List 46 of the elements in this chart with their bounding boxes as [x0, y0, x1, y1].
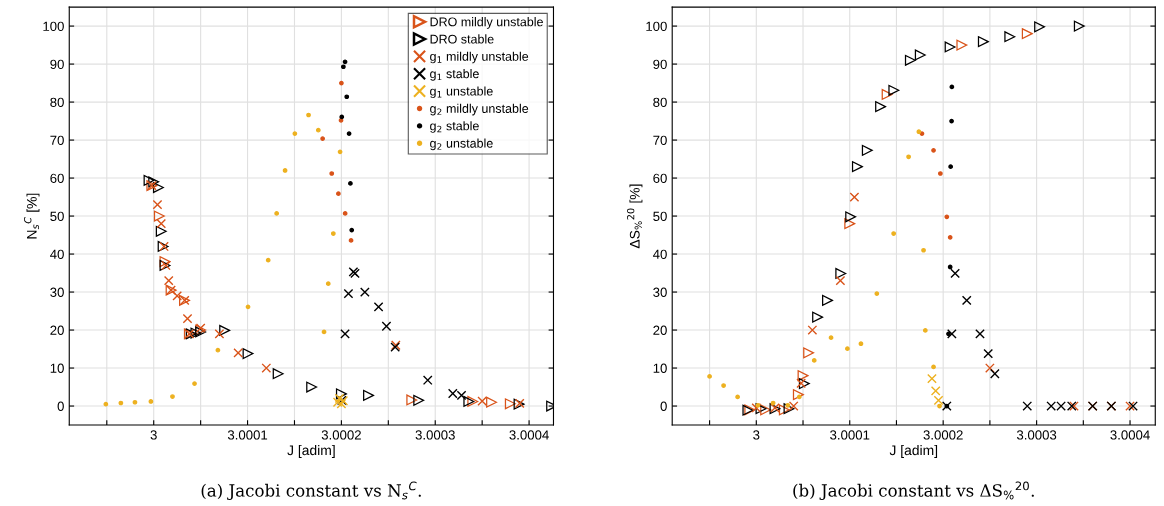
- x-tick-label: 3.0004: [509, 430, 549, 440]
- y-tick-label: 100: [646, 21, 667, 31]
- y-tick-label: 30: [50, 287, 64, 297]
- y-tick-label: 100: [43, 21, 64, 31]
- legend-label: g$_{1}$ mildly unstable: [430, 51, 529, 64]
- y-tick-label: 50: [653, 211, 667, 221]
- y-tick-label: 40: [50, 249, 64, 259]
- x-tick-label: 3: [150, 430, 157, 440]
- x-axis-title: J [adim]: [889, 444, 938, 458]
- y-tick-label: 30: [653, 287, 667, 297]
- legend-label: g$_{2}$ stable: [430, 121, 479, 133]
- y-tick-label: 50: [50, 211, 64, 221]
- x-tick-label: 3.0001: [830, 430, 870, 440]
- legend-label: g$_{1}$ stable: [430, 69, 479, 81]
- y-axis-title: N$_{s}$$^{C}$ [%]: [24, 193, 40, 239]
- y-axis-title: ΔS$_{%}$$^{20}$ [%]: [627, 184, 643, 249]
- x-tick-label: 3.0002: [923, 430, 963, 440]
- y-tick-label: 10: [50, 363, 64, 373]
- y-tick-label: 70: [50, 135, 64, 145]
- text: (b) Jacobi constant vs ΔS$_{%}$$^{20}$.: [793, 481, 1034, 500]
- y-tick-label: 80: [653, 97, 667, 107]
- text: (a) Jacobi constant vs N$_{s}$$^{C}$.: [201, 481, 421, 500]
- y-tick-label: 0: [660, 401, 667, 411]
- y-tick-label: 90: [653, 59, 667, 69]
- legend-label: g$_{2}$ mildly unstable: [430, 103, 529, 116]
- legend-label: DRO mildly unstable: [430, 17, 543, 29]
- y-tick-label: 70: [653, 135, 667, 145]
- x-tick-label: 3.0003: [1016, 430, 1057, 440]
- x-axis-title: J [adim]: [287, 444, 335, 458]
- legend-label: g$_{2}$ unstable: [430, 138, 493, 151]
- x-tick-label: 3.0002: [321, 430, 361, 440]
- x-tick-label: 3.0001: [227, 430, 268, 440]
- y-tick-label: 10: [653, 363, 667, 373]
- y-tick-label: 20: [50, 325, 64, 335]
- y-tick-label: 0: [57, 401, 64, 411]
- y-tick-label: 40: [652, 249, 667, 259]
- x-tick-label: 3: [753, 430, 760, 440]
- y-tick-label: 90: [50, 59, 64, 69]
- x-tick-label: 3.0003: [415, 430, 455, 440]
- y-tick-label: 60: [50, 173, 64, 183]
- y-tick-label: 20: [653, 325, 667, 335]
- y-tick-label: 60: [653, 173, 667, 183]
- y-tick-label: 80: [50, 97, 64, 107]
- x-tick-label: 3.0004: [1110, 430, 1150, 440]
- legend-label: DRO stable: [430, 34, 494, 44]
- legend-label: g$_{1}$ unstable: [430, 86, 493, 99]
